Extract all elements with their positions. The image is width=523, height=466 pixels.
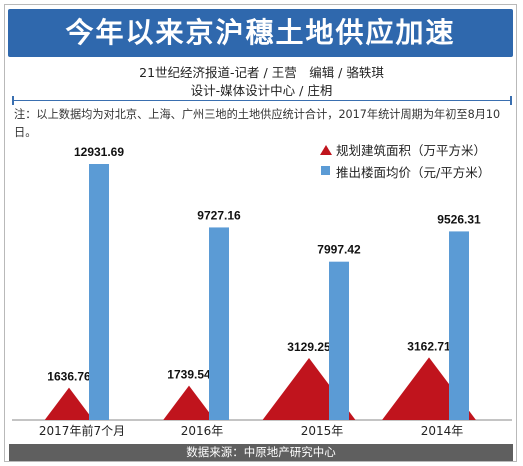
credit-reporter-editor: 21世纪经济报道-记者 / 王营 编辑 / 骆轶琪 bbox=[139, 65, 384, 80]
chart-note: 注：以上数据均为对北京、上海、广州三地的土地供应统计合计，2017年统计周期为年… bbox=[14, 108, 501, 139]
divider-line bbox=[12, 100, 512, 101]
category-tick-label: 2014年 bbox=[421, 424, 464, 438]
category-tick-label: 2016年 bbox=[181, 424, 224, 438]
source-text: 数据来源：中原地产研究中心 bbox=[186, 445, 336, 459]
area-triangle-mark bbox=[44, 387, 94, 420]
square-marker-icon bbox=[321, 166, 330, 175]
area-value-label: 1636.76 bbox=[47, 370, 91, 384]
chart-legend: 规划建筑面积（万平方米） 推出楼面均价（元/平方米） bbox=[318, 140, 513, 184]
legend-label-area: 规划建筑面积（万平方米） bbox=[336, 143, 487, 158]
source-banner: 数据来源：中原地产研究中心 bbox=[9, 444, 513, 461]
legend-item-price: 推出楼面均价（元/平方米） bbox=[318, 162, 513, 184]
credit-designer: 设计-媒体设计中心 / 庄枂 bbox=[190, 83, 333, 98]
area-value-label: 3162.71 bbox=[407, 339, 451, 353]
category-tick-label: 2017年前7个月 bbox=[39, 423, 125, 438]
area-value-label: 1739.54 bbox=[167, 368, 211, 382]
price-value-label: 7997.42 bbox=[317, 243, 361, 257]
price-value-label: 9526.31 bbox=[437, 212, 481, 226]
area-triangle-mark bbox=[163, 385, 215, 420]
area-value-label: 3129.25 bbox=[287, 340, 331, 354]
price-value-label: 12931.69 bbox=[74, 145, 124, 159]
divider-right-cap bbox=[510, 96, 512, 105]
page-title: 今年以来京沪穗土地供应加速 bbox=[65, 16, 456, 49]
category-tick-label: 2015年 bbox=[301, 424, 344, 438]
triangle-marker-icon bbox=[320, 145, 332, 155]
price-value-label: 9727.16 bbox=[197, 208, 241, 222]
divider-left-cap bbox=[12, 96, 14, 105]
title-banner: 今年以来京沪穗土地供应加速 bbox=[8, 9, 513, 57]
price-bar-mark bbox=[449, 231, 469, 420]
price-bar-mark bbox=[209, 227, 229, 420]
price-bar-mark bbox=[329, 261, 349, 420]
legend-label-price: 推出楼面均价（元/平方米） bbox=[336, 165, 491, 180]
legend-item-area: 规划建筑面积（万平方米） bbox=[318, 140, 513, 162]
price-bar-mark bbox=[89, 164, 109, 420]
